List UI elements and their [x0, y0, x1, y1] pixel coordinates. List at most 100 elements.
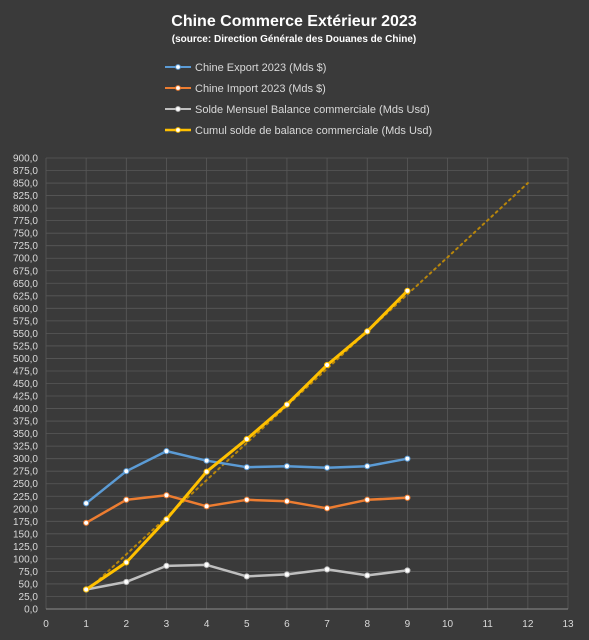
y-tick-label: 675,0 — [13, 266, 38, 277]
y-tick-label: 900,0 — [13, 154, 38, 165]
y-tick-label: 500,0 — [13, 354, 38, 365]
legend-label: Chine Export 2023 (Mds $) — [195, 62, 326, 74]
data-point — [364, 328, 371, 335]
y-tick-label: 75,0 — [19, 567, 39, 578]
data-point — [243, 496, 250, 503]
chart-title: Chine Commerce Extérieur 2023 — [171, 13, 417, 30]
y-tick-label: 600,0 — [13, 304, 38, 315]
chart-subtitle: (source: Direction Générale des Douanes … — [172, 34, 417, 45]
data-point — [203, 561, 210, 569]
y-tick-label: 875,0 — [13, 166, 38, 177]
data-point — [163, 516, 170, 523]
data-point — [123, 578, 130, 586]
x-tick-label: 9 — [405, 619, 411, 630]
data-point — [364, 463, 371, 470]
y-tick-label: 125,0 — [13, 542, 38, 553]
y-tick-label: 775,0 — [13, 216, 38, 227]
y-tick-label: 100,0 — [13, 554, 38, 565]
data-point — [203, 457, 210, 464]
data-point — [323, 505, 331, 512]
legend-marker — [175, 64, 181, 70]
data-point — [203, 468, 210, 475]
data-point — [283, 571, 291, 578]
legend-label: Solde Mensuel Balance commerciale (Mds U… — [195, 104, 430, 116]
x-tick-label: 10 — [442, 619, 454, 630]
data-point — [364, 496, 371, 503]
data-point — [404, 494, 411, 501]
y-tick-label: 175,0 — [13, 517, 38, 528]
y-tick-label: 725,0 — [13, 241, 38, 252]
y-tick-label: 350,0 — [13, 429, 38, 440]
y-tick-label: 825,0 — [13, 191, 38, 202]
y-tick-label: 575,0 — [13, 316, 38, 327]
data-point — [404, 567, 411, 574]
x-tick-label: 0 — [43, 619, 49, 630]
legend-marker — [175, 85, 181, 91]
y-tick-label: 800,0 — [13, 204, 38, 215]
y-tick-label: 275,0 — [13, 467, 38, 478]
gridlines — [45, 157, 569, 610]
trendline-group — [85, 182, 529, 593]
y-tick-label: 550,0 — [13, 329, 38, 340]
data-point — [123, 468, 130, 475]
x-tick-label: 13 — [562, 619, 574, 630]
data-point — [83, 586, 90, 593]
data-point — [323, 566, 331, 573]
legend: Chine Export 2023 (Mds $) Chine Import 20… — [165, 62, 432, 137]
data-point — [323, 464, 331, 471]
x-tick-label: 7 — [324, 619, 330, 630]
y-tick-label: 50,0 — [19, 579, 39, 590]
x-tick-label: 4 — [204, 619, 210, 630]
y-tick-label: 650,0 — [13, 279, 38, 290]
y-tick-label: 250,0 — [13, 479, 38, 490]
y-tick-label: 225,0 — [13, 492, 38, 503]
data-point — [404, 287, 411, 294]
y-tick-label: 450,0 — [13, 379, 38, 390]
x-tick-label: 2 — [124, 619, 130, 630]
data-point — [404, 455, 411, 462]
y-tick-label: 475,0 — [13, 366, 38, 377]
y-tick-label: 700,0 — [13, 254, 38, 265]
data-point — [364, 572, 371, 579]
y-tick-label: 425,0 — [13, 392, 38, 403]
y-tick-label: 300,0 — [13, 454, 38, 465]
legend-label: Cumul solde de balance commerciale (Mds … — [195, 125, 432, 137]
data-point — [123, 496, 130, 503]
x-tick-label: 6 — [284, 619, 290, 630]
x-tick-label: 11 — [482, 619, 493, 630]
y-tick-label: 400,0 — [13, 404, 38, 415]
y-tick-label: 200,0 — [13, 504, 38, 515]
y-tick-label: 750,0 — [13, 229, 38, 240]
data-point — [243, 436, 250, 443]
y-tick-label: 25,0 — [19, 592, 39, 603]
y-tick-label: 850,0 — [13, 179, 38, 190]
data-point — [283, 498, 291, 505]
legend-marker — [175, 127, 181, 133]
data-point — [83, 519, 90, 526]
data-point — [163, 562, 170, 570]
data-point — [83, 500, 90, 507]
x-tick-label: 1 — [83, 619, 89, 630]
x-tick-label: 12 — [522, 619, 534, 630]
trendline — [85, 182, 529, 593]
y-tick-label: 375,0 — [13, 417, 38, 428]
data-point — [323, 361, 331, 369]
y-tick-label: 150,0 — [13, 529, 38, 540]
x-tick-label: 3 — [164, 619, 170, 630]
legend-marker — [175, 106, 181, 112]
data-point — [243, 573, 250, 580]
y-tick-label: 625,0 — [13, 291, 38, 302]
x-tick-label: 5 — [244, 619, 250, 630]
data-point — [243, 464, 250, 471]
x-tick-label: 8 — [364, 619, 370, 630]
plot-area — [83, 287, 411, 593]
data-point — [203, 503, 210, 510]
y-tick-label: 525,0 — [13, 341, 38, 352]
data-point — [163, 448, 170, 455]
y-tick-label: 325,0 — [13, 442, 38, 453]
data-point — [283, 463, 291, 470]
data-point — [163, 492, 170, 499]
